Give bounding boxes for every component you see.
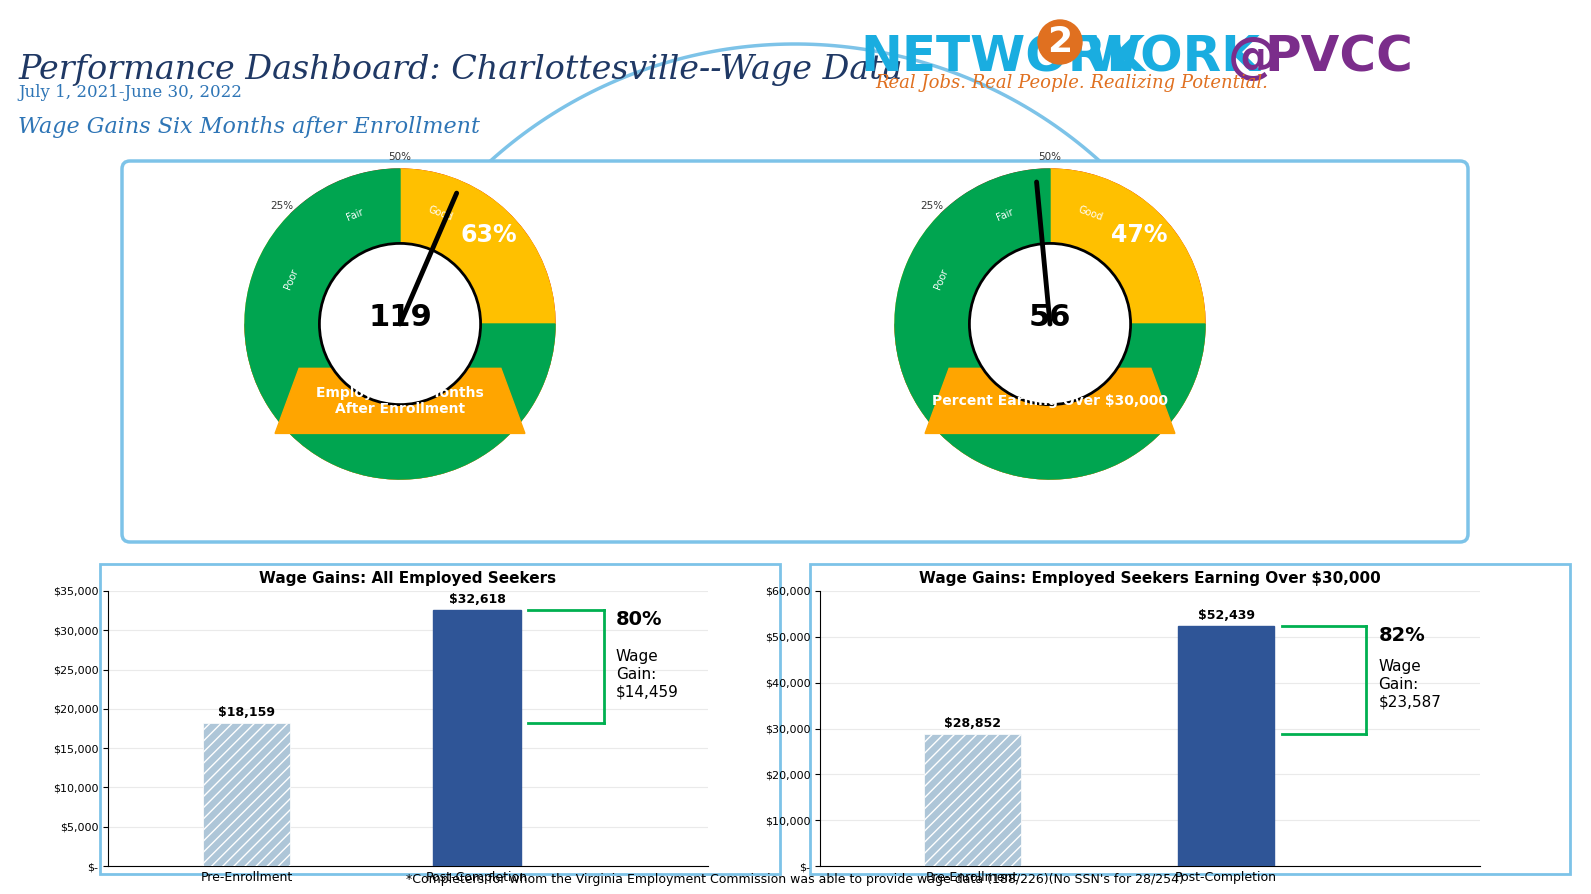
Text: Percent Earning Over $30,000: Percent Earning Over $30,000 — [932, 394, 1168, 408]
FancyBboxPatch shape — [810, 564, 1570, 874]
Text: Wage
Gain:
$14,459: Wage Gain: $14,459 — [616, 649, 679, 699]
Text: @: @ — [1228, 34, 1278, 82]
Text: 50%: 50% — [388, 152, 412, 162]
Circle shape — [1037, 20, 1082, 64]
Text: 80%: 80% — [616, 610, 662, 628]
Text: 25%: 25% — [270, 201, 293, 211]
Text: 50%: 50% — [1039, 152, 1061, 162]
Text: Poor: Poor — [283, 267, 299, 291]
Text: 82%: 82% — [1378, 626, 1426, 645]
Wedge shape — [245, 169, 555, 479]
Text: 2: 2 — [1047, 25, 1072, 59]
Text: Fair: Fair — [994, 207, 1015, 224]
Text: $52,439: $52,439 — [1198, 609, 1255, 622]
Text: $28,852: $28,852 — [943, 717, 1001, 730]
Circle shape — [320, 243, 480, 405]
Text: 63%: 63% — [460, 224, 517, 248]
Text: Employed Six Months
After Enrollment: Employed Six Months After Enrollment — [317, 386, 484, 416]
Polygon shape — [924, 368, 1174, 434]
Wedge shape — [896, 169, 1204, 479]
Wedge shape — [245, 169, 555, 479]
Text: Good: Good — [1077, 204, 1104, 223]
Text: Poor: Poor — [932, 267, 950, 291]
Text: WORK: WORK — [1087, 34, 1262, 82]
Text: Fair: Fair — [345, 207, 364, 224]
Wedge shape — [896, 169, 1204, 479]
Text: NETWORK: NETWORK — [861, 34, 1146, 82]
FancyBboxPatch shape — [100, 564, 780, 874]
Text: 47%: 47% — [1111, 224, 1168, 248]
Bar — [433, 610, 522, 866]
Wedge shape — [896, 169, 1204, 479]
Text: July 1, 2021-June 30, 2022: July 1, 2021-June 30, 2022 — [18, 84, 242, 101]
Text: 119: 119 — [368, 303, 431, 332]
Text: *Completers for whom the Virginia Employment Commission was able to provide wage: *Completers for whom the Virginia Employ… — [406, 873, 1184, 886]
Text: $32,618: $32,618 — [449, 593, 506, 606]
Text: $18,159: $18,159 — [218, 706, 275, 720]
Wedge shape — [245, 169, 555, 479]
Text: Wage Gains Six Months after Enrollment: Wage Gains Six Months after Enrollment — [18, 116, 480, 138]
FancyBboxPatch shape — [123, 161, 1468, 542]
Text: Real Jobs. Real People. Realizing Potential.: Real Jobs. Real People. Realizing Potent… — [875, 74, 1268, 92]
Polygon shape — [275, 368, 525, 434]
Circle shape — [969, 243, 1131, 405]
Text: PVCC: PVCC — [1263, 34, 1413, 82]
Bar — [202, 723, 290, 866]
Text: Performance Dashboard: Charlottesville--Wage Data: Performance Dashboard: Charlottesville--… — [18, 54, 902, 86]
Text: 25%: 25% — [920, 201, 943, 211]
Text: Good: Good — [426, 204, 453, 223]
Title: Wage Gains: All Employed Seekers: Wage Gains: All Employed Seekers — [259, 570, 557, 586]
Title: Wage Gains: Employed Seekers Earning Over $30,000: Wage Gains: Employed Seekers Earning Ove… — [920, 570, 1381, 586]
Bar — [1177, 626, 1274, 866]
Text: 56: 56 — [1029, 303, 1071, 332]
Text: Wage
Gain:
$23,587: Wage Gain: $23,587 — [1378, 660, 1441, 709]
Bar — [924, 734, 1020, 866]
